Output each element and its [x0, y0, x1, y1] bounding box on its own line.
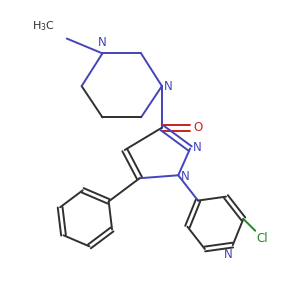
Text: O: O	[193, 121, 202, 134]
Text: Cl: Cl	[257, 232, 268, 245]
Text: N: N	[98, 36, 107, 49]
Text: N: N	[224, 248, 233, 261]
Text: N: N	[164, 80, 173, 93]
Text: N: N	[181, 170, 190, 183]
Text: N: N	[193, 140, 202, 154]
Text: H$_3$C: H$_3$C	[32, 19, 55, 33]
